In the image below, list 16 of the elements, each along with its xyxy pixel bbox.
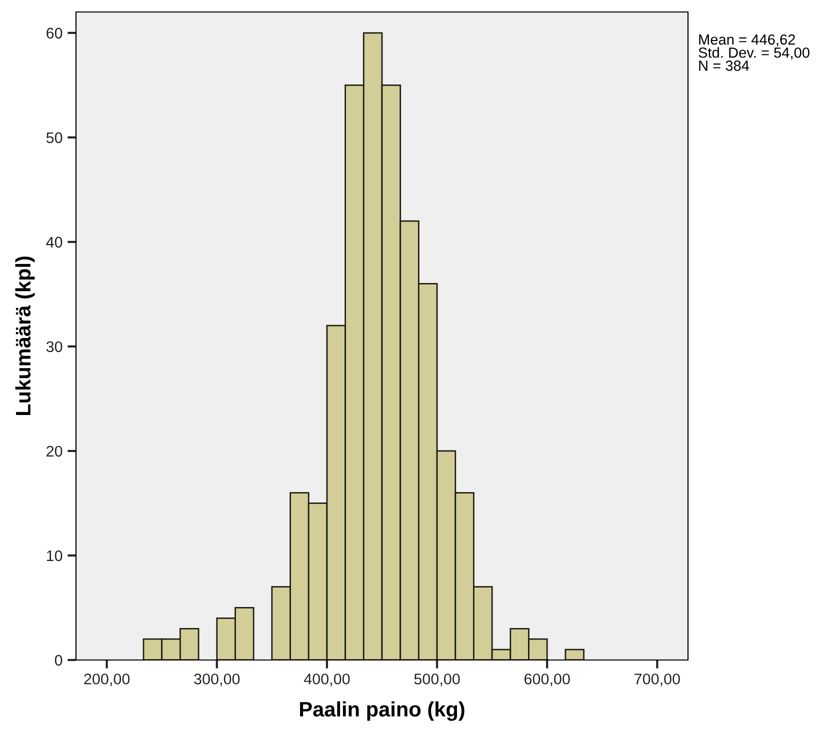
y-tick-label: 50: [46, 132, 62, 144]
x-tick-label: 600,00: [524, 674, 570, 686]
y-tick-label: 10: [46, 550, 62, 562]
x-axis-title: Paalin paino (kg): [300, 701, 464, 721]
x-tick-label: 500,00: [414, 674, 460, 686]
y-tick-label: 30: [46, 341, 62, 352]
y-tick-label: 20: [46, 446, 62, 457]
y-tick-label: 40: [46, 236, 62, 248]
x-tick-label: 200,00: [84, 674, 130, 686]
x-tick-label: 700,00: [634, 674, 680, 686]
x-tick-label: 300,00: [194, 674, 240, 686]
y-tick-label: 0: [54, 654, 62, 666]
y-axis-title: Lukumäärä (kpl): [15, 256, 35, 416]
y-tick-label: 60: [46, 28, 62, 39]
x-tick-label: 400,00: [304, 674, 350, 686]
text: Mean = 446,62 Std. Dev. = 54,00 N = 384: [698, 34, 810, 71]
